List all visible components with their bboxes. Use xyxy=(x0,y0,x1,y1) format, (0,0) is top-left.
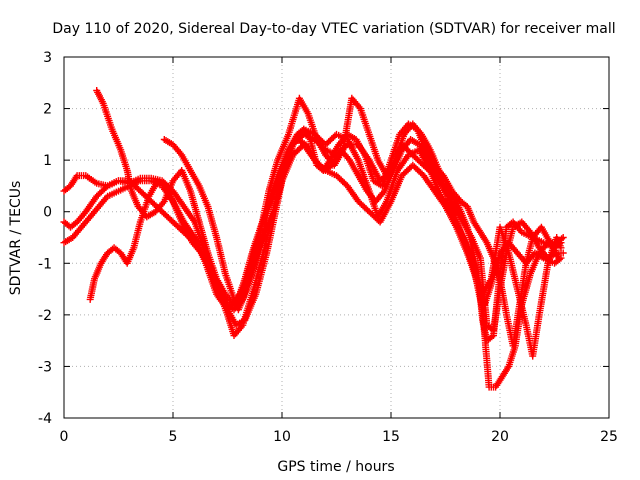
y-tick-label: 3 xyxy=(43,50,52,66)
x-tick-label: 20 xyxy=(491,429,509,445)
series-track-6 xyxy=(160,120,563,350)
y-tick-label: 2 xyxy=(43,102,52,118)
data-point-markers xyxy=(160,120,563,350)
y-axis-title: SDTVAR / TECUs xyxy=(8,181,24,296)
data-series xyxy=(60,87,567,391)
x-tick-label: 15 xyxy=(382,429,400,445)
x-tick-label: 10 xyxy=(273,429,291,445)
chart-title: Day 110 of 2020, Sidereal Day-to-day VTE… xyxy=(52,21,615,37)
y-tick-label: -2 xyxy=(38,308,52,324)
y-tick-label: -3 xyxy=(38,359,52,375)
y-tick-label: 0 xyxy=(43,205,52,221)
y-tick-label: 1 xyxy=(43,153,52,169)
y-tick-label: -4 xyxy=(38,411,52,427)
x-axis-title: GPS time / hours xyxy=(277,459,394,475)
y-tick-label: -1 xyxy=(38,256,52,272)
x-tick-labels: 0 5 10 15 20 25 xyxy=(60,429,618,445)
x-tick-label: 25 xyxy=(600,429,618,445)
y-tick-labels: -4 -3 -2 -1 0 1 2 3 xyxy=(38,50,52,427)
x-tick-label: 5 xyxy=(169,429,178,445)
plot-frame xyxy=(63,56,610,419)
axis-ticks xyxy=(63,56,610,419)
x-tick-label: 0 xyxy=(60,429,69,445)
